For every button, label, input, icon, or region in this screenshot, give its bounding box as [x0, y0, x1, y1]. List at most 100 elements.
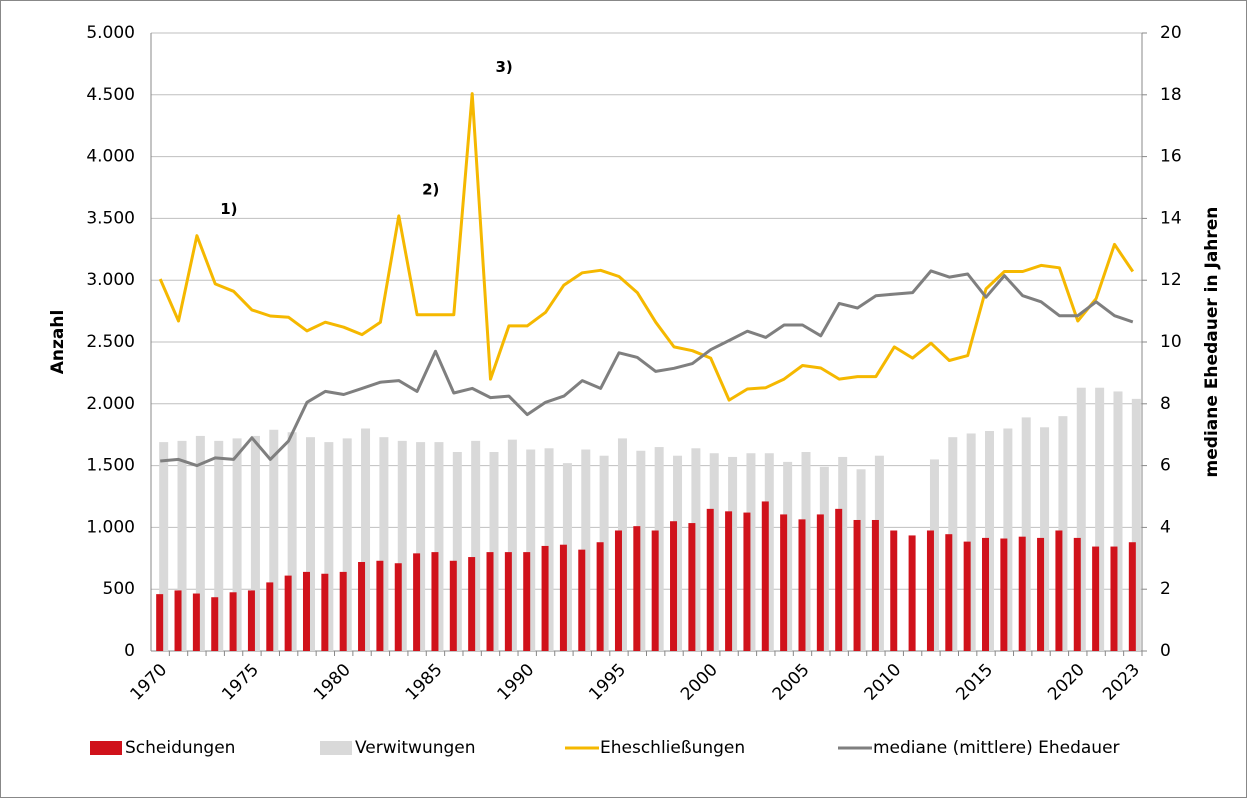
bar — [284, 575, 292, 651]
bar — [725, 511, 733, 651]
bar — [358, 562, 366, 651]
bar — [945, 534, 953, 651]
y2-tick-label: 20 — [1160, 23, 1182, 43]
legend-label: mediane (mittlere) Ehedauer — [873, 738, 1120, 758]
bar — [1055, 530, 1063, 651]
y2-tick-label: 16 — [1160, 147, 1182, 167]
bar — [214, 440, 224, 651]
bar — [269, 429, 279, 651]
y-tick-label: 4.500 — [86, 85, 135, 105]
bar — [468, 557, 476, 651]
bar — [159, 442, 169, 651]
bar — [908, 535, 916, 651]
y-tick-label: 5.000 — [86, 23, 135, 43]
bar — [780, 514, 788, 651]
y-tick-label: 4.000 — [86, 147, 135, 167]
y-tick-label: 500 — [103, 579, 135, 599]
bar — [544, 448, 554, 651]
bar — [287, 432, 297, 651]
bar — [929, 459, 939, 651]
bar — [838, 456, 848, 651]
y-tick-label: 1.500 — [86, 456, 135, 476]
bar — [211, 597, 219, 651]
bar — [599, 455, 609, 651]
bar — [342, 438, 352, 651]
bar — [581, 449, 591, 651]
bar — [1073, 537, 1081, 651]
bar — [890, 530, 898, 651]
bar — [691, 448, 701, 651]
bar — [489, 452, 499, 651]
bar — [985, 430, 995, 651]
bar — [819, 466, 829, 651]
bar — [376, 560, 384, 651]
bar — [526, 449, 536, 651]
bar — [229, 592, 237, 651]
bar — [156, 594, 164, 651]
bar — [379, 437, 389, 651]
legend-label: Scheidungen — [125, 738, 235, 758]
y-tick-label: 2.500 — [86, 332, 135, 352]
bar — [321, 573, 329, 651]
y-tick-label: 3.000 — [86, 270, 135, 290]
bar — [250, 435, 260, 651]
legend-swatch — [90, 741, 122, 755]
bar — [709, 453, 719, 651]
legend-label: Eheschließungen — [600, 738, 745, 758]
bar — [688, 523, 696, 651]
bar — [1003, 428, 1013, 651]
legend-label: Verwitwungen — [355, 738, 476, 758]
bar — [761, 501, 769, 651]
bar — [562, 463, 572, 651]
bar — [1076, 387, 1086, 651]
bar — [706, 508, 714, 651]
bar — [232, 438, 242, 651]
bar — [471, 440, 481, 651]
bar — [948, 437, 958, 651]
bar — [339, 571, 347, 651]
bar — [302, 571, 310, 651]
y2-axis-label: mediane Ehedauer in Jahren — [1202, 207, 1222, 478]
bar — [746, 453, 756, 651]
bar — [449, 560, 457, 651]
y2-tick-label: 10 — [1160, 332, 1182, 352]
bar — [559, 544, 567, 651]
bar — [361, 428, 371, 651]
bar — [1110, 546, 1118, 651]
annotation: 1) — [220, 200, 237, 218]
bar — [853, 519, 861, 651]
bar — [1021, 417, 1031, 651]
bar — [1000, 538, 1008, 651]
bar — [486, 552, 494, 651]
y-axis-label: Anzahl — [48, 310, 68, 375]
bar — [416, 442, 426, 651]
y-tick-label: 3.500 — [86, 208, 135, 228]
bar — [633, 526, 641, 651]
bar — [413, 553, 421, 651]
bar — [1095, 387, 1105, 651]
y-tick-label: 1.000 — [86, 517, 135, 537]
bar — [434, 442, 444, 651]
bar — [743, 512, 751, 651]
bar — [266, 582, 274, 651]
y-tick-label: 0 — [124, 641, 135, 661]
bar — [431, 552, 439, 651]
bar — [670, 521, 678, 651]
bar — [1128, 542, 1136, 651]
bar — [504, 552, 512, 651]
bar — [856, 469, 866, 651]
bar — [816, 514, 824, 651]
bar — [651, 530, 659, 651]
bar — [305, 437, 315, 651]
y2-tick-label: 12 — [1160, 270, 1182, 290]
bar — [926, 530, 934, 651]
bar — [1131, 398, 1141, 651]
bar — [1058, 416, 1068, 651]
bar — [798, 519, 806, 651]
annotation: 2) — [422, 180, 439, 198]
bar — [541, 545, 549, 651]
bar — [673, 455, 683, 651]
bar — [1040, 427, 1050, 651]
bar — [247, 590, 255, 651]
